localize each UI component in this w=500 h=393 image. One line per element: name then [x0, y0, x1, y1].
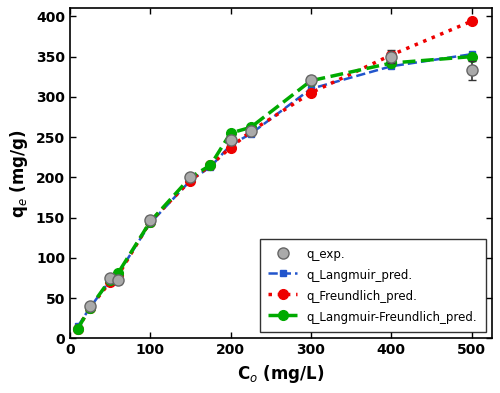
Legend: q_exp., q_Langmuir_pred., q_Freundlich_pred., q_Langmuir-Freundlich_pred.: q_exp., q_Langmuir_pred., q_Freundlich_p… [260, 239, 486, 332]
X-axis label: C$_o$ (mg/L): C$_o$ (mg/L) [237, 363, 324, 385]
Y-axis label: q$_e$ (mg/g): q$_e$ (mg/g) [8, 129, 30, 217]
